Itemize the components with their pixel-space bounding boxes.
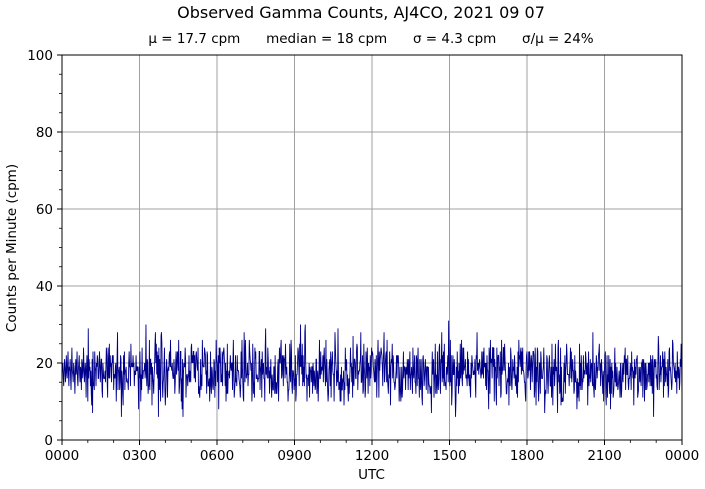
x-tick-label: 1500 bbox=[432, 448, 466, 464]
chart-title: Observed Gamma Counts, AJ4CO, 2021 09 07 bbox=[177, 3, 545, 22]
axis-ticks: 0000 0300 0600 0900 1200 1500 1800 2100 00000204… bbox=[27, 48, 699, 464]
x-tick-label: 1200 bbox=[355, 448, 389, 464]
series-line bbox=[61, 320, 683, 417]
plot-series bbox=[61, 320, 683, 417]
x-tick-label: 0600 bbox=[200, 448, 234, 464]
y-tick-label: 0 bbox=[44, 433, 53, 449]
x-tick-label: 0300 bbox=[122, 448, 156, 464]
y-tick-label: 20 bbox=[36, 356, 53, 372]
x-tick-label: 1800 bbox=[510, 448, 544, 464]
y-tick-label: 100 bbox=[27, 48, 53, 64]
y-tick-label: 80 bbox=[36, 125, 53, 141]
x-tick-label: 0000 bbox=[665, 448, 699, 464]
x-tick-label: 0900 bbox=[277, 448, 311, 464]
x-tick-label: 2100 bbox=[587, 448, 621, 464]
y-tick-label: 60 bbox=[36, 202, 53, 218]
x-axis-label: UTC bbox=[358, 467, 385, 483]
y-tick-label: 40 bbox=[36, 279, 53, 295]
chart-subtitle: μ = 17.7 cpm median = 18 cpm σ = 4.3 cpm… bbox=[148, 31, 594, 47]
x-tick-label: 0000 bbox=[45, 448, 79, 464]
